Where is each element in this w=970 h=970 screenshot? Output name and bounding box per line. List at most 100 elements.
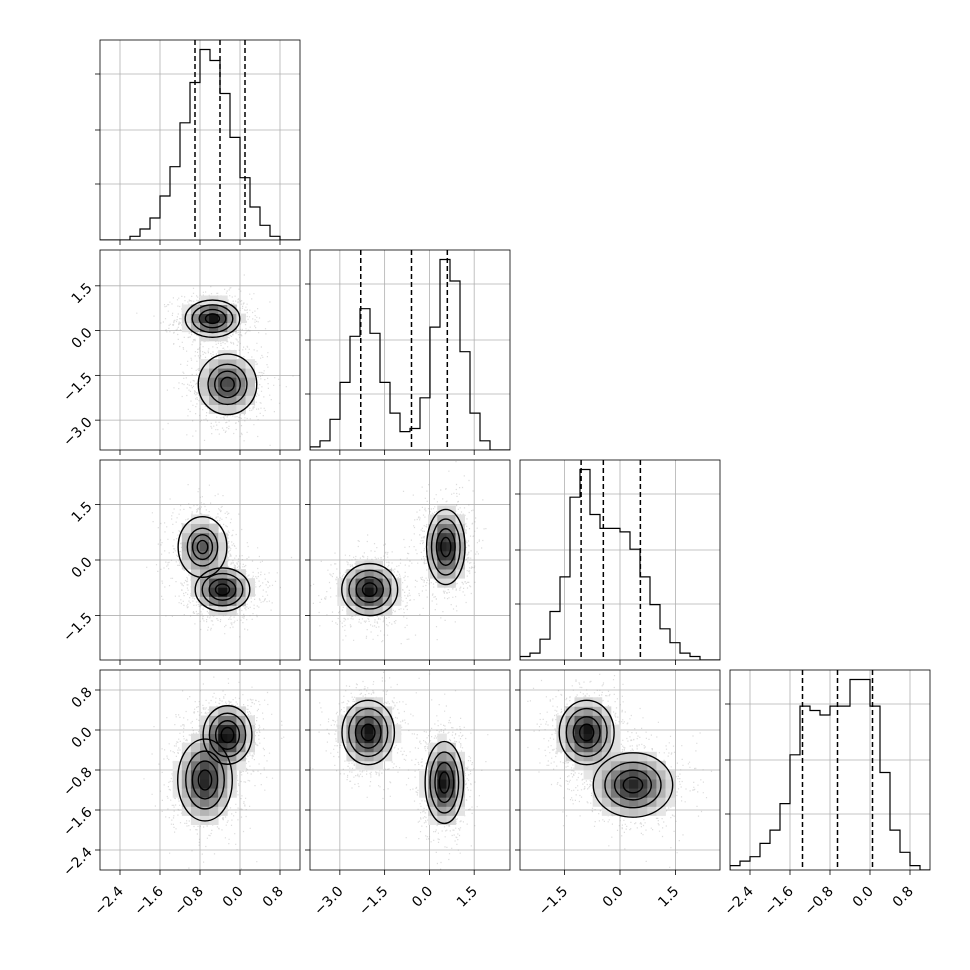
x-tick-label: 0.0 — [600, 884, 627, 911]
density-cell — [629, 770, 639, 780]
contour-line — [434, 761, 455, 804]
density-cell — [337, 596, 347, 606]
density-cell — [419, 788, 429, 798]
contour-line — [361, 582, 378, 597]
contour-line — [354, 716, 382, 749]
density-cell — [227, 395, 237, 405]
density-cell — [236, 724, 246, 734]
density-cell — [592, 751, 603, 762]
density-cell — [236, 404, 246, 414]
density-cell — [218, 596, 228, 606]
density-cell — [364, 697, 374, 707]
density-cell — [446, 550, 456, 561]
contour-line — [196, 539, 209, 555]
x-tick-label: 0.0 — [409, 884, 436, 911]
density-cell — [209, 770, 219, 780]
density-cell — [574, 742, 584, 753]
density-cell — [638, 797, 648, 807]
density-cell — [218, 550, 228, 561]
y-tick-label: 1.5 — [69, 280, 96, 307]
density-cell — [382, 715, 393, 725]
density-cell — [209, 560, 219, 570]
x-tick-label: −0.8 — [801, 884, 836, 919]
density-cell — [373, 569, 384, 579]
density-cell — [437, 733, 447, 744]
density-cell — [209, 359, 219, 369]
density-cell — [592, 760, 603, 771]
density-cell — [190, 523, 201, 534]
density-cell — [437, 578, 447, 588]
density-cell — [190, 578, 201, 588]
density-cell — [355, 596, 365, 606]
density-cell — [209, 532, 219, 543]
density-cell — [218, 404, 228, 414]
histogram-panel-3 — [515, 459, 721, 665]
density-cell — [172, 788, 183, 798]
y-tick-label: −1.5 — [60, 370, 95, 405]
density-cell — [181, 742, 192, 753]
density-cell — [337, 715, 347, 725]
density-cell — [583, 733, 594, 744]
density-cell — [592, 715, 603, 725]
density-cell — [218, 770, 228, 780]
density-cell — [601, 742, 612, 753]
density-cell — [565, 706, 575, 716]
density-cell — [610, 788, 621, 798]
density-cell — [364, 569, 374, 579]
density-cell — [218, 578, 228, 588]
density-cell — [446, 806, 456, 816]
density-contents — [527, 673, 713, 868]
density-cell — [446, 560, 456, 570]
density-cell — [245, 395, 255, 405]
density-cell — [200, 550, 210, 561]
density-cell — [428, 751, 438, 762]
density-cell — [245, 377, 255, 387]
density-cell — [190, 760, 201, 771]
histogram-panel-2 — [305, 249, 511, 455]
density-cell — [455, 797, 465, 807]
contour-line — [220, 376, 235, 392]
density-cell — [620, 751, 630, 762]
density-cell — [190, 733, 201, 744]
contour-line — [355, 576, 385, 603]
panel-frame — [309, 249, 511, 451]
density-cell — [209, 578, 219, 588]
density-cell — [236, 368, 246, 378]
density-cell — [428, 523, 438, 534]
density-cell — [209, 797, 219, 807]
density-cell — [200, 715, 210, 725]
density-cell — [181, 304, 192, 314]
density-cell — [437, 541, 447, 552]
density-cell — [583, 697, 594, 707]
density-cell — [373, 596, 384, 606]
density-cell — [601, 779, 612, 789]
density-cell — [446, 788, 456, 798]
density-cell — [346, 742, 356, 753]
density-cell — [209, 386, 219, 396]
density-cell — [218, 295, 228, 305]
density-cell — [200, 532, 210, 543]
density-cell — [181, 760, 192, 771]
density-cell — [218, 377, 228, 387]
density-cell — [181, 313, 192, 324]
contour-line — [202, 705, 253, 765]
density-cell — [592, 724, 603, 734]
density-cell — [200, 770, 210, 780]
density-cell — [236, 377, 246, 387]
density-cell — [236, 733, 246, 744]
density-cell — [455, 532, 465, 543]
x-tick-label: 0.0 — [850, 884, 877, 911]
density-cell — [620, 806, 630, 816]
density-cell — [346, 733, 356, 744]
density-cell — [656, 788, 666, 798]
density-cell — [355, 751, 365, 762]
density-cell — [355, 733, 365, 744]
density-cell — [355, 569, 365, 579]
density-cell — [373, 751, 384, 762]
density-cell — [437, 514, 447, 524]
density-cell — [601, 751, 612, 762]
density-cell — [455, 550, 465, 561]
density-cell — [346, 605, 356, 615]
density-cell — [364, 760, 374, 771]
